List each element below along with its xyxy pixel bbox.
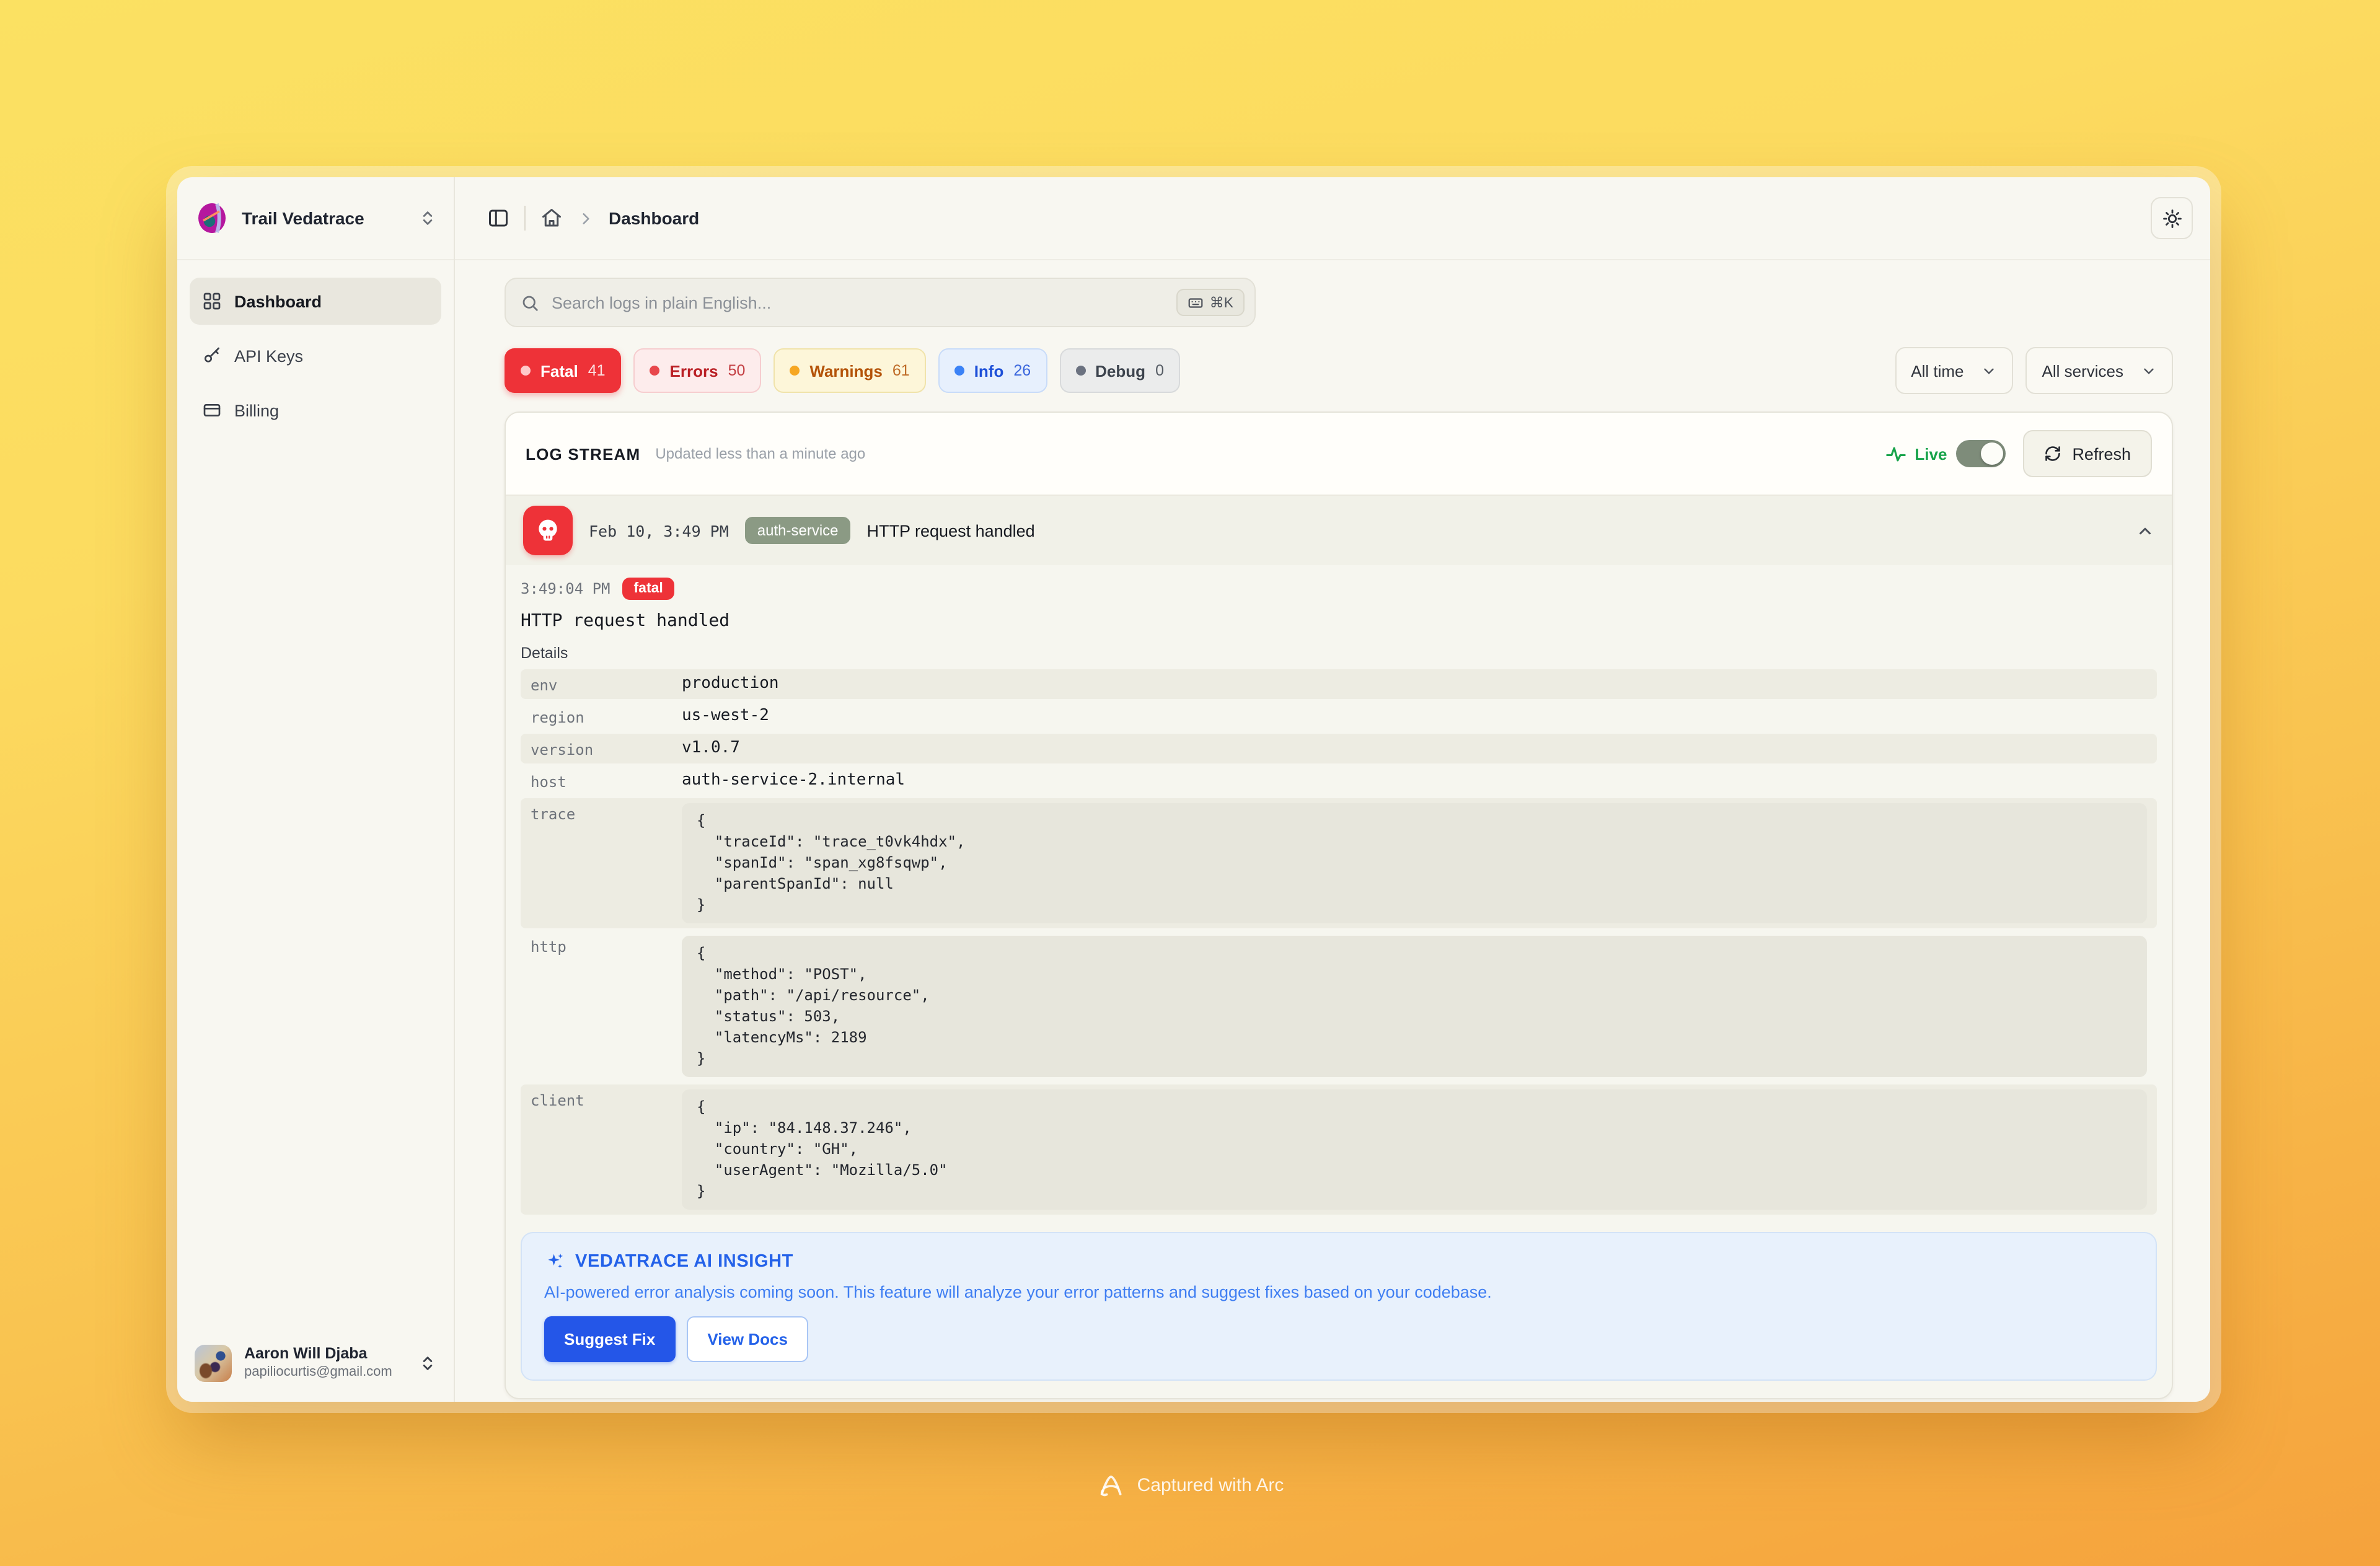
grid-icon bbox=[202, 291, 222, 311]
refresh-button[interactable]: Refresh bbox=[2022, 430, 2152, 477]
details-table: env production region us-west-2 version … bbox=[521, 669, 2157, 1215]
theme-toggle-button[interactable] bbox=[2151, 197, 2193, 239]
sidebar-item-api-keys[interactable]: API Keys bbox=[190, 332, 441, 379]
workspace-switcher[interactable]: Trail Vedatrace bbox=[177, 177, 454, 260]
main-area: Dashboard bbox=[455, 177, 2210, 1402]
sidebar-nav: Dashboard API Keys Billing bbox=[177, 260, 454, 451]
detail-row-env: env production bbox=[521, 669, 2157, 699]
updated-timestamp: Updated less than a minute ago bbox=[655, 445, 866, 462]
filter-chip-fatal[interactable]: Fatal 41 bbox=[505, 348, 622, 393]
chevron-down-icon bbox=[1981, 363, 1998, 379]
filter-count: 0 bbox=[1155, 362, 1164, 379]
log-entry-row[interactable]: Feb 10, 3:49 PM auth-service HTTP reques… bbox=[506, 496, 2172, 565]
topbar: Dashboard bbox=[455, 177, 2210, 260]
service-badge: auth-service bbox=[744, 517, 851, 544]
user-menu[interactable]: Aaron Will Djaba papiliocurtis@gmail.com bbox=[177, 1330, 454, 1402]
keyboard-icon bbox=[1188, 294, 1204, 310]
arc-logo-icon bbox=[1096, 1470, 1126, 1500]
sidebar-item-label: API Keys bbox=[234, 346, 304, 365]
breadcrumb: Dashboard bbox=[609, 208, 700, 228]
log-stream-title: LOG STREAM bbox=[526, 444, 641, 463]
status-dot bbox=[521, 366, 531, 376]
search-bar[interactable]: ⌘K bbox=[505, 278, 1256, 327]
status-dot bbox=[954, 366, 964, 376]
log-stream-header: LOG STREAM Updated less than a minute ag… bbox=[506, 413, 2172, 496]
sidebar: Trail Vedatrace Dashboard API Keys bbox=[177, 177, 455, 1402]
chevron-up-icon[interactable] bbox=[2136, 521, 2154, 540]
log-entry-timestamp: Feb 10, 3:49 PM bbox=[589, 521, 729, 540]
sidebar-item-dashboard[interactable]: Dashboard bbox=[190, 278, 441, 325]
sidebar-item-billing[interactable]: Billing bbox=[190, 387, 441, 434]
chevrons-up-down-icon bbox=[419, 209, 436, 227]
app-window: Trail Vedatrace Dashboard API Keys bbox=[177, 177, 2210, 1402]
filter-chip-warnings[interactable]: Warnings 61 bbox=[774, 348, 926, 393]
live-toggle[interactable] bbox=[1955, 440, 2006, 467]
detail-row-version: version v1.0.7 bbox=[521, 734, 2157, 763]
level-badge: fatal bbox=[622, 578, 674, 600]
filter-count: 50 bbox=[728, 362, 746, 379]
details-label: Details bbox=[521, 644, 568, 662]
captured-with-arc-badge: Captured with Arc bbox=[1096, 1470, 1284, 1500]
detail-row-client: client { "ip": "84.148.37.246", "country… bbox=[521, 1084, 2157, 1215]
log-message: HTTP request handled bbox=[521, 611, 730, 631]
status-dot bbox=[790, 366, 800, 376]
workspace-logo bbox=[195, 201, 229, 235]
log-entry-title: HTTP request handled bbox=[866, 521, 1035, 540]
status-dot bbox=[650, 366, 660, 376]
filter-chip-debug[interactable]: Debug 0 bbox=[1059, 348, 1180, 393]
ai-insight-panel: VEDATRACE AI INSIGHT AI-powered error an… bbox=[521, 1232, 2157, 1381]
card-icon bbox=[202, 400, 222, 420]
sun-icon bbox=[2161, 208, 2182, 229]
key-icon bbox=[202, 346, 222, 366]
suggest-fix-button[interactable]: Suggest Fix bbox=[544, 1316, 676, 1362]
sparkles-icon bbox=[544, 1251, 565, 1272]
detail-row-trace: trace { "traceId": "trace_t0vk4hdx", "sp… bbox=[521, 798, 2157, 928]
service-select[interactable]: All services bbox=[2025, 347, 2173, 394]
toggle-knob bbox=[1980, 442, 2003, 465]
panel-left-toggle-icon[interactable] bbox=[487, 207, 509, 229]
filter-count: 41 bbox=[588, 362, 606, 379]
detail-row-region: region us-west-2 bbox=[531, 706, 769, 726]
detail-row-http: http { "method": "POST", "path": "/api/r… bbox=[521, 931, 2157, 1082]
chevrons-up-down-icon bbox=[419, 1355, 436, 1372]
search-input[interactable] bbox=[552, 293, 1164, 312]
live-label: Live bbox=[1915, 444, 1947, 463]
avatar bbox=[195, 1345, 232, 1382]
ai-insight-title: VEDATRACE AI INSIGHT bbox=[575, 1251, 793, 1271]
detail-time: 3:49:04 PM bbox=[521, 580, 610, 597]
log-entry-detail: 3:49:04 PM fatal HTTP request handled De… bbox=[506, 565, 2172, 1398]
dashboard-content: ⌘K Fatal 41 Errors 50 bbox=[455, 260, 2210, 1402]
filter-count: 61 bbox=[892, 362, 910, 379]
user-name: Aaron Will Djaba bbox=[244, 1345, 368, 1363]
filter-count: 26 bbox=[1013, 362, 1031, 379]
chevron-right-icon bbox=[578, 210, 594, 226]
home-icon[interactable] bbox=[540, 207, 563, 229]
filter-chip-errors[interactable]: Errors 50 bbox=[633, 348, 762, 393]
time-range-select[interactable]: All time bbox=[1895, 347, 2014, 394]
search-icon bbox=[521, 293, 539, 312]
filter-row: Fatal 41 Errors 50 Warnings 61 bbox=[505, 347, 2173, 394]
activity-pulse-icon bbox=[1885, 443, 1906, 464]
refresh-icon bbox=[2043, 445, 2061, 462]
detail-row-host: host auth-service-2.internal bbox=[531, 771, 906, 791]
log-stream-card: LOG STREAM Updated less than a minute ag… bbox=[505, 411, 2173, 1399]
chevron-down-icon bbox=[2141, 363, 2157, 379]
ai-insight-description: AI-powered error analysis coming soon. T… bbox=[544, 1283, 1492, 1301]
fatal-skull-icon bbox=[523, 506, 573, 555]
sidebar-item-label: Dashboard bbox=[234, 292, 322, 310]
live-toggle-group: Live bbox=[1885, 440, 2006, 467]
user-email: papiliocurtis@gmail.com bbox=[244, 1364, 392, 1379]
divider bbox=[524, 206, 526, 231]
view-docs-button[interactable]: View Docs bbox=[686, 1316, 809, 1362]
footer-label: Captured with Arc bbox=[1137, 1474, 1284, 1495]
workspace-name: Trail Vedatrace bbox=[242, 208, 364, 228]
keyboard-shortcut-badge: ⌘K bbox=[1176, 289, 1245, 316]
status-dot bbox=[1075, 366, 1086, 376]
filter-chip-info[interactable]: Info 26 bbox=[938, 348, 1047, 393]
sidebar-item-label: Billing bbox=[234, 401, 280, 420]
